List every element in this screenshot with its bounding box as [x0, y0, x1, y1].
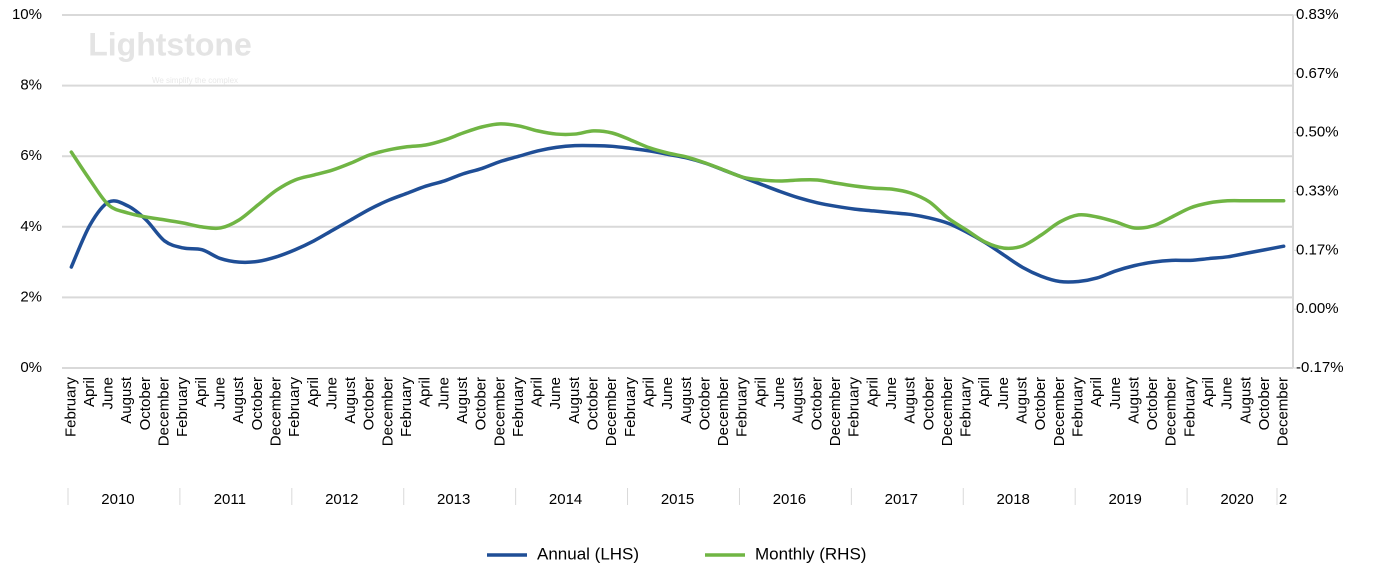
- x-tick-label: February: [510, 377, 527, 438]
- x-tick-label: April: [864, 377, 881, 407]
- x-tick-label: February: [1181, 377, 1198, 438]
- year-label: 2015: [661, 491, 694, 508]
- y2-tick-label: 0.33%: [1296, 182, 1339, 199]
- x-tick-label: October: [1032, 377, 1049, 430]
- x-tick-label: August: [1125, 376, 1142, 424]
- y-tick-label: 8%: [20, 77, 42, 94]
- x-tick-label: June: [547, 377, 564, 410]
- x-tick-label: October: [585, 377, 602, 430]
- x-tick-label: June: [883, 377, 900, 410]
- x-tick-label: August: [790, 376, 807, 424]
- series-line: [69, 122, 1286, 251]
- x-tick-label: December: [1051, 377, 1068, 446]
- x-tick-label: August: [902, 376, 919, 424]
- x-tick-label: August: [342, 376, 359, 424]
- x-tick-label: December: [603, 377, 620, 446]
- year-label: 2014: [549, 491, 582, 508]
- x-tick-label: June: [212, 377, 229, 410]
- x-tick-label: February: [398, 377, 415, 438]
- x-tick-label: June: [771, 377, 788, 410]
- x-tick-label: December: [715, 377, 732, 446]
- x-tick-label: June: [100, 377, 117, 410]
- x-tick-label: February: [622, 377, 639, 438]
- series-line: [69, 143, 1286, 284]
- x-tick-label: February: [174, 377, 191, 438]
- x-tick-label: February: [846, 377, 863, 438]
- x-tick-label: October: [473, 377, 490, 430]
- x-tick-label: October: [361, 377, 378, 430]
- x-tick-label: August: [1014, 376, 1031, 424]
- x-tick-label: December: [939, 377, 956, 446]
- x-tick-label: February: [62, 377, 79, 438]
- x-tick-label: April: [752, 377, 769, 407]
- x-tick-label: December: [267, 377, 284, 446]
- x-tick-label: April: [193, 377, 210, 407]
- x-tick-label: October: [696, 377, 713, 430]
- y2-tick-label: -0.17%: [1296, 359, 1344, 376]
- y-tick-label: 10%: [12, 6, 42, 23]
- x-tick-label: April: [640, 377, 657, 407]
- x-tick-label: April: [81, 377, 98, 407]
- watermark-tagline: We simplify the complex: [152, 76, 238, 85]
- y2-tick-label: 0.67%: [1296, 65, 1339, 82]
- x-tick-label: December: [491, 377, 508, 446]
- x-tick-label: April: [417, 377, 434, 407]
- x-tick-label: April: [1088, 377, 1105, 407]
- year-label: 2: [1279, 491, 1287, 508]
- x-tick-label: June: [435, 377, 452, 410]
- x-tick-label: August: [1237, 376, 1254, 424]
- x-tick-label: December: [827, 377, 844, 446]
- x-tick-label: August: [230, 376, 247, 424]
- legend-label: Annual (LHS): [537, 544, 639, 563]
- x-tick-label: June: [1219, 377, 1236, 410]
- year-label: 2010: [101, 491, 134, 508]
- x-tick-label: December: [156, 377, 173, 446]
- x-tick-label: April: [1200, 377, 1217, 407]
- x-tick-label: February: [286, 377, 303, 438]
- legend-label: Monthly (RHS): [755, 544, 866, 563]
- x-tick-label: December: [379, 377, 396, 446]
- x-tick-label: February: [734, 377, 751, 438]
- x-tick-label: August: [118, 376, 135, 424]
- year-label: 2016: [773, 491, 806, 508]
- x-tick-label: October: [920, 377, 937, 430]
- y-tick-label: 0%: [20, 359, 42, 376]
- x-tick-label: August: [678, 376, 695, 424]
- year-label: 2013: [437, 491, 470, 508]
- x-tick-label: August: [454, 376, 471, 424]
- year-label: 2018: [997, 491, 1030, 508]
- year-label: 2011: [214, 491, 246, 508]
- x-tick-label: August: [566, 376, 583, 424]
- x-tick-label: April: [529, 377, 546, 407]
- x-tick-label: June: [1107, 377, 1124, 410]
- x-tick-label: February: [1069, 377, 1086, 438]
- year-label: 2017: [885, 491, 918, 508]
- year-label: 2019: [1108, 491, 1141, 508]
- x-tick-label: June: [995, 377, 1012, 410]
- x-tick-label: April: [305, 377, 322, 407]
- x-tick-label: December: [1275, 377, 1292, 446]
- year-label: 2012: [325, 491, 358, 508]
- y2-tick-label: 0.83%: [1296, 6, 1339, 23]
- x-tick-label: October: [1256, 377, 1273, 430]
- x-tick-label: October: [249, 377, 266, 430]
- y2-tick-label: 0.17%: [1296, 241, 1339, 258]
- y-tick-label: 2%: [20, 288, 42, 305]
- y-tick-label: 6%: [20, 147, 42, 164]
- watermark-brand: Lightstone: [88, 26, 252, 62]
- x-tick-label: October: [137, 377, 154, 430]
- x-tick-label: February: [958, 377, 975, 438]
- x-tick-label: December: [1163, 377, 1180, 446]
- x-tick-label: June: [659, 377, 676, 410]
- x-tick-label: October: [808, 377, 825, 430]
- y2-tick-label: 0.00%: [1296, 300, 1339, 317]
- x-tick-label: April: [976, 377, 993, 407]
- y-tick-label: 4%: [20, 218, 42, 235]
- year-label: 2020: [1220, 491, 1253, 508]
- x-tick-label: October: [1144, 377, 1161, 430]
- x-tick-label: June: [323, 377, 340, 410]
- y2-tick-label: 0.50%: [1296, 124, 1339, 141]
